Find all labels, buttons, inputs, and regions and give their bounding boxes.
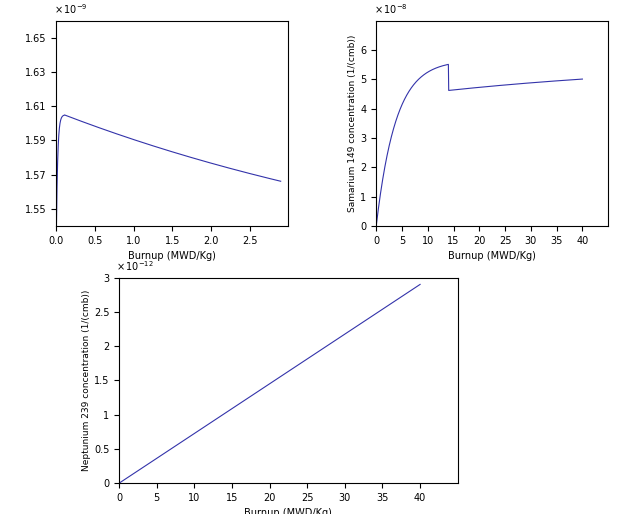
Text: $\times\,10^{-12}$: $\times\,10^{-12}$ <box>116 260 154 273</box>
Text: $\times\,10^{-8}$: $\times\,10^{-8}$ <box>374 3 408 16</box>
Text: $\times\,10^{-9}$: $\times\,10^{-9}$ <box>54 3 88 16</box>
X-axis label: Burnup (MWD/Kg): Burnup (MWD/Kg) <box>448 251 536 262</box>
Y-axis label: Samarium 149 concentration (1/(cmb)): Samarium 149 concentration (1/(cmb)) <box>349 34 357 212</box>
Y-axis label: Neptunium 239 concentration (1/(cmb)): Neptunium 239 concentration (1/(cmb)) <box>82 290 91 471</box>
X-axis label: Burnup (MWD/Kg): Burnup (MWD/Kg) <box>129 251 216 262</box>
X-axis label: Burnup (MWD/Kg): Burnup (MWD/Kg) <box>245 508 332 514</box>
